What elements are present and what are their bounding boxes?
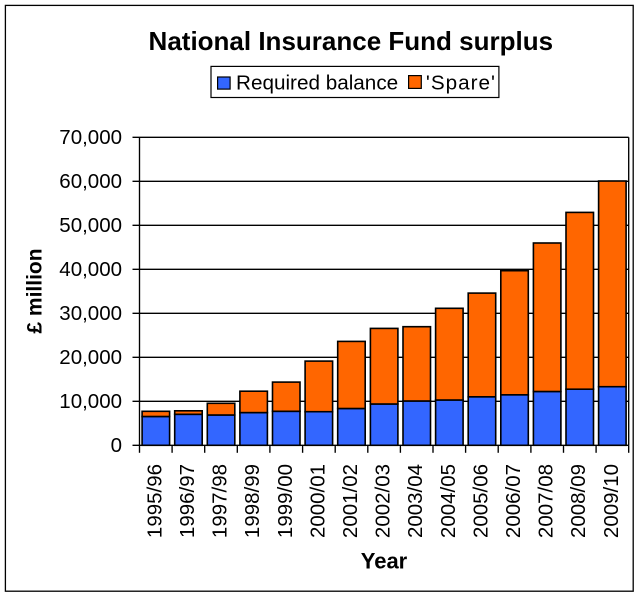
svg-text:50,000: 50,000: [59, 214, 122, 237]
svg-text:70,000: 70,000: [59, 126, 122, 149]
svg-text:2009/10: 2009/10: [600, 464, 623, 538]
svg-text:Required balance: Required balance: [236, 71, 398, 94]
svg-text:1999/00: 1999/00: [274, 464, 297, 538]
svg-text:£ million: £ million: [24, 248, 47, 333]
svg-text:1998/99: 1998/99: [241, 464, 264, 538]
svg-text:2000/01: 2000/01: [306, 464, 329, 538]
svg-text:2008/09: 2008/09: [567, 464, 590, 538]
svg-text:10,000: 10,000: [59, 390, 122, 413]
svg-text:2003/04: 2003/04: [404, 464, 427, 538]
svg-text:2001/02: 2001/02: [339, 464, 362, 538]
svg-text:1997/98: 1997/98: [209, 464, 232, 538]
svg-text:2005/06: 2005/06: [469, 464, 492, 538]
svg-text:1996/97: 1996/97: [176, 464, 199, 538]
svg-text:2006/07: 2006/07: [502, 464, 525, 538]
svg-text:2007/08: 2007/08: [535, 464, 558, 538]
svg-text:National Insurance Fund surplu: National Insurance Fund surplus: [149, 26, 554, 56]
svg-text:'Spare': 'Spare': [426, 71, 496, 94]
svg-text:Year: Year: [361, 548, 408, 573]
svg-text:2002/03: 2002/03: [372, 464, 395, 538]
svg-text:20,000: 20,000: [59, 346, 122, 369]
svg-text:1995/96: 1995/96: [143, 464, 166, 538]
svg-text:40,000: 40,000: [59, 258, 122, 281]
svg-text:0: 0: [111, 434, 122, 457]
svg-text:2004/05: 2004/05: [437, 464, 460, 538]
svg-text:60,000: 60,000: [59, 170, 122, 193]
svg-text:30,000: 30,000: [59, 302, 122, 325]
